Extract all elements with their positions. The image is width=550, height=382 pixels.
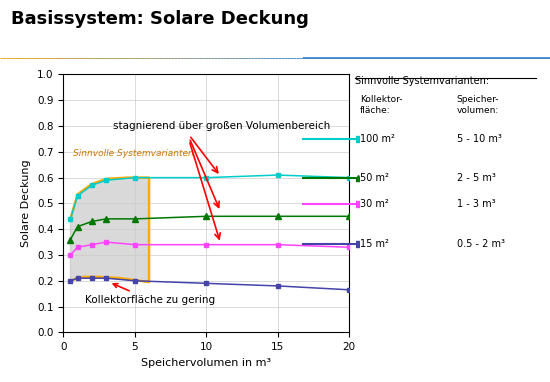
- Text: 100 m²: 100 m²: [360, 134, 395, 144]
- Text: Sinnvolle Systemvarianten: Sinnvolle Systemvarianten: [73, 149, 193, 158]
- Text: 2 - 5 m³: 2 - 5 m³: [456, 173, 496, 183]
- Text: Kollektor-
fläche:: Kollektor- fläche:: [360, 96, 403, 115]
- Text: 15 m²: 15 m²: [360, 240, 389, 249]
- Text: stagnierend über großen Volumenbereich: stagnierend über großen Volumenbereich: [113, 121, 331, 131]
- Text: / /    Leibniz: / / Leibniz: [409, 351, 440, 356]
- Text: 5 - 10 m³: 5 - 10 m³: [456, 134, 502, 144]
- Text: 50 m²: 50 m²: [360, 173, 389, 183]
- Text: 0.5 - 2 m³: 0.5 - 2 m³: [456, 240, 504, 249]
- Text: Sinnvolle Systemvarianten:: Sinnvolle Systemvarianten:: [355, 76, 489, 86]
- Text: Kollektorfläche zu gering: Kollektorfläche zu gering: [85, 284, 215, 305]
- Text: 30 m²: 30 m²: [360, 199, 389, 209]
- Text: Speicher-
volumen:: Speicher- volumen:: [456, 96, 499, 115]
- Polygon shape: [70, 178, 149, 282]
- Text: 1 - 3 m³: 1 - 3 m³: [456, 199, 495, 209]
- Y-axis label: Solare Deckung: Solare Deckung: [21, 160, 31, 247]
- Text: Basissystem: Solare Deckung: Basissystem: Solare Deckung: [11, 10, 309, 28]
- Text: io 0 4 Hannover: io 0 4 Hannover: [409, 371, 453, 376]
- Text: i 0 2  Universität: i 0 2 Universität: [409, 361, 454, 366]
- X-axis label: Speichervolumen in m³: Speichervolumen in m³: [141, 358, 271, 367]
